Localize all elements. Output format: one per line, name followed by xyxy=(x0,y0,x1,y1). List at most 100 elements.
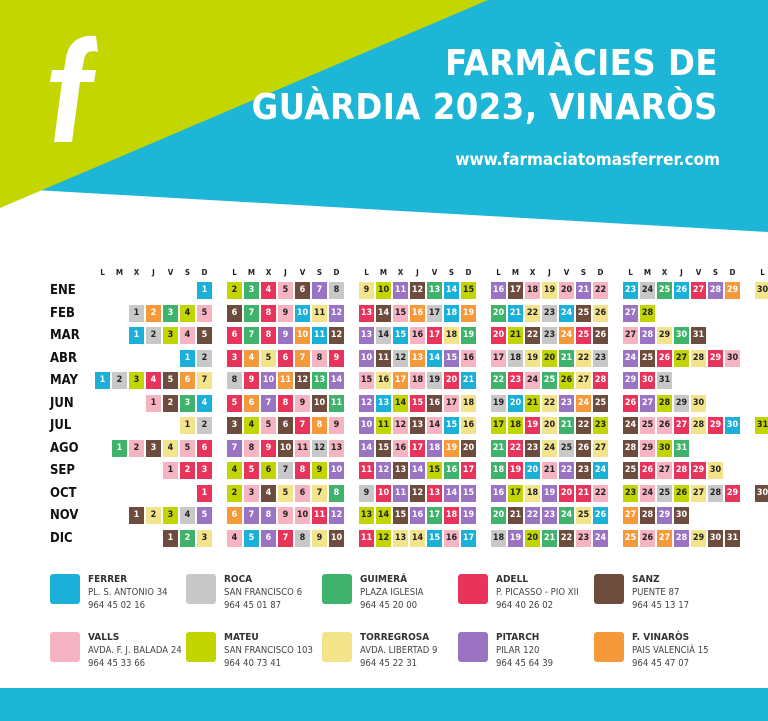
day-cell: 10 xyxy=(261,372,276,389)
day-cell: 22 xyxy=(576,417,591,434)
day-cell: 10 xyxy=(295,507,310,524)
day-cell: 2 xyxy=(197,349,212,367)
day-cell: 11 xyxy=(393,282,408,299)
pharmacy-address: PLAZA IGLESIA xyxy=(360,587,424,598)
day-cell: 30 xyxy=(674,507,689,524)
pharmacy-address: AVDA. F. J. BALADA 24 xyxy=(88,645,182,656)
day-cell: 8 xyxy=(227,372,242,389)
pharmacy-name: GUIMERÁ xyxy=(360,574,408,585)
day-cell: 18 xyxy=(525,484,540,502)
day-cell: 20 xyxy=(542,417,557,434)
day-cell: 18 xyxy=(508,349,523,367)
legend-swatch xyxy=(186,632,216,662)
day-cell: 5 xyxy=(197,327,212,344)
day-cell: 9 xyxy=(261,439,276,457)
day-cell: 4 xyxy=(180,327,195,344)
day-cell: 2 xyxy=(227,282,242,299)
day-cell: 17 xyxy=(491,417,506,434)
website-link[interactable]: www.farmaciatomasferrer.com xyxy=(455,150,720,170)
day-cell: 12 xyxy=(312,439,327,457)
weekday-header: D xyxy=(333,268,340,277)
day-cell: 29 xyxy=(640,439,655,457)
day-cell: 20 xyxy=(491,507,506,524)
day-cell: 24 xyxy=(576,394,591,412)
day-cell: 6 xyxy=(197,439,212,457)
day-cell: 3 xyxy=(244,484,259,502)
day-cell: 15 xyxy=(393,507,408,524)
day-cell: 25 xyxy=(640,417,655,434)
pharmacy-name: PITARCH xyxy=(496,632,540,643)
pharmacy-address: AVDA. LIBERTAD 9 xyxy=(360,645,438,656)
day-cell: 19 xyxy=(542,282,557,299)
day-cell: 27 xyxy=(657,462,672,479)
day-cell: 19 xyxy=(461,327,476,344)
day-cell: 16 xyxy=(410,327,425,344)
day-cell: 11 xyxy=(359,529,374,547)
day-cell: 28 xyxy=(657,394,672,412)
day-cell: 22 xyxy=(525,327,540,344)
day-cell: 31 xyxy=(657,372,672,389)
legend-swatch xyxy=(458,632,488,662)
day-cell: 24 xyxy=(593,462,608,479)
pharmacy-name: ADELL xyxy=(496,574,529,585)
day-cell: 1 xyxy=(163,529,178,547)
day-cell: 26 xyxy=(657,417,672,434)
day-cell: 13 xyxy=(410,349,425,367)
weekday-header: V xyxy=(299,268,306,277)
month-label: MAR xyxy=(50,328,80,343)
day-cell: 30 xyxy=(725,349,740,367)
weekday-header: X xyxy=(133,268,140,277)
day-cell: 30 xyxy=(755,282,768,299)
day-cell: 27 xyxy=(674,417,689,434)
day-cell: 13 xyxy=(427,484,442,502)
day-cell: 8 xyxy=(278,394,293,412)
day-cell: 1 xyxy=(129,304,144,322)
day-cell: 2 xyxy=(146,304,161,322)
day-cell: 7 xyxy=(261,394,276,412)
day-cell: 17 xyxy=(461,462,476,479)
day-cell: 26 xyxy=(657,349,672,367)
day-cell: 27 xyxy=(623,327,638,344)
day-cell: 16 xyxy=(444,529,459,547)
day-cell: 22 xyxy=(593,484,608,502)
day-cell: 24 xyxy=(640,484,655,502)
day-cell: 19 xyxy=(444,439,459,457)
day-cell: 19 xyxy=(427,372,442,389)
day-cell: 21 xyxy=(461,372,476,389)
day-cell: 28 xyxy=(708,282,723,299)
day-cell: 21 xyxy=(542,529,557,547)
day-cell: 24 xyxy=(623,417,638,434)
day-cell: 12 xyxy=(329,304,344,322)
legend-swatch xyxy=(50,574,80,604)
day-cell: 23 xyxy=(623,282,638,299)
day-cell: 19 xyxy=(508,529,523,547)
day-cell: 5 xyxy=(261,417,276,434)
day-cell: 12 xyxy=(295,372,310,389)
day-cell: 27 xyxy=(623,507,638,524)
day-cell: 28 xyxy=(640,507,655,524)
legend-item-valls: VALLS AVDA. F. J. BALADA 24 964 45 33 66 xyxy=(50,632,190,682)
day-cell: 19 xyxy=(461,507,476,524)
day-cell: 11 xyxy=(312,507,327,524)
pharmacy-phone: 964 45 01 87 xyxy=(224,600,282,611)
day-cell: 12 xyxy=(359,394,374,412)
day-cell: 8 xyxy=(244,439,259,457)
day-cell: 29 xyxy=(708,417,723,434)
day-cell: 4 xyxy=(180,304,195,322)
day-cell: 11 xyxy=(312,327,327,344)
day-cell: 10 xyxy=(295,304,310,322)
day-cell: 14 xyxy=(427,349,442,367)
weekday-header: D xyxy=(597,268,604,277)
day-cell: 2 xyxy=(112,372,127,389)
weekday-header: L xyxy=(100,268,105,277)
day-cell: 30 xyxy=(755,484,768,502)
day-cell: 27 xyxy=(657,529,672,547)
day-cell: 16 xyxy=(410,507,425,524)
day-cell: 29 xyxy=(691,462,706,479)
weekday-header: J xyxy=(152,268,155,277)
day-cell: 23 xyxy=(593,417,608,434)
weekday-header: M xyxy=(643,268,652,277)
day-cell: 29 xyxy=(657,327,672,344)
day-cell: 15 xyxy=(444,417,459,434)
day-cell: 30 xyxy=(674,327,689,344)
